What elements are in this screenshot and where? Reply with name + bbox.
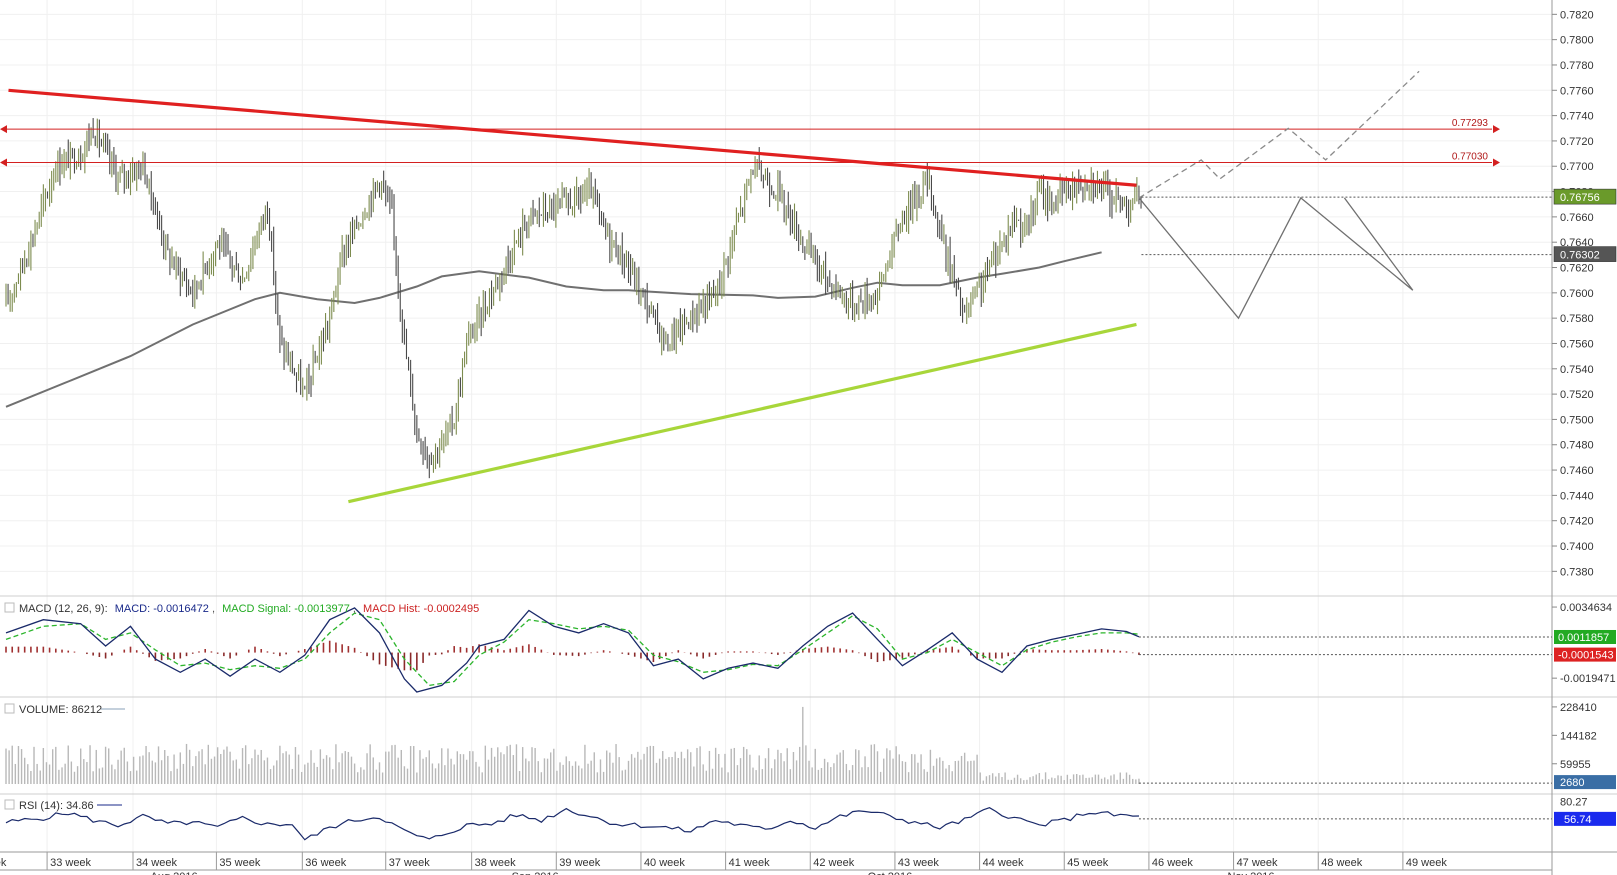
level-value-label: 0.77030 (1452, 151, 1489, 162)
last-price-badge (1553, 188, 1617, 205)
week-label: 48 week (1321, 857, 1362, 869)
week-label: 33 week (50, 857, 91, 869)
macd-tick-label: 0.0034634 (1560, 602, 1612, 614)
week-label: 44 week (983, 857, 1024, 869)
price-panel: 0.77293 0.77030 (0, 70, 1552, 504)
ma-value-badge-label: 0.76302 (1560, 250, 1600, 262)
week-label: 46 week (1152, 857, 1193, 869)
price-tick-label: 0.7580 (1560, 313, 1594, 325)
grid-lines (0, 0, 1552, 852)
macd-hist-legend: MACD Hist: -0.0002495 (363, 603, 479, 615)
level-arrow-left-icon (0, 158, 7, 167)
volume-badge (1554, 775, 1616, 790)
week-label: 35 week (219, 857, 260, 869)
price-tick-label: 0.7560 (1560, 338, 1594, 350)
macd-legend-value: MACD: -0.0016472 (115, 603, 209, 615)
price-tick-label: 0.7540 (1560, 364, 1594, 376)
resistance-trendline (8, 88, 1137, 187)
rsi-panel (5, 807, 1552, 841)
price-axis: 0.7820 0.7800 0.7780 0.7760 0.7740 0.7720 0.77… (1552, 9, 1617, 826)
projection-dashed-path (1138, 70, 1420, 199)
macd-panel (5, 607, 1552, 693)
week-label: 43 week (898, 857, 939, 869)
week-label: 45 week (1067, 857, 1108, 869)
ma-value-badge (1553, 246, 1617, 262)
week-label: 42 week (813, 857, 854, 869)
macd-line (5, 607, 1140, 693)
rsi-line (5, 807, 1140, 841)
volume-tick-label: 59955 (1560, 759, 1591, 771)
week-label: 32 week (0, 857, 7, 869)
macd-signal-legend: MACD Signal: -0.0013977 (222, 603, 350, 615)
price-tick-label: 0.7420 (1560, 516, 1594, 528)
price-tick-label: 0.7380 (1560, 566, 1594, 578)
price-tick-label: 0.7700 (1560, 161, 1594, 173)
price-tick-label: 0.7400 (1560, 541, 1594, 553)
month-label: Nov 2016 (1227, 871, 1274, 875)
volume-badge-label: 2680 (1560, 777, 1584, 789)
rsi-badge (1554, 811, 1616, 826)
price-tick-label: 0.7500 (1560, 414, 1594, 426)
month-label: Sep 2016 (512, 871, 559, 875)
price-tick-label: 0.7740 (1560, 111, 1594, 123)
price-tick-label: 0.7820 (1560, 9, 1594, 21)
support-trendline (348, 322, 1137, 504)
projection-solid-path (1138, 196, 1414, 320)
rsi-tick-label: 80.27 (1560, 796, 1588, 808)
macd-legend-title: MACD (12, 26, 9): (19, 603, 108, 615)
volume-collapse-icon[interactable] (4, 703, 15, 714)
price-tick-label: 0.7640 (1560, 237, 1594, 249)
price-tick-label: 0.7760 (1560, 85, 1594, 97)
macd-hist-badge (1554, 647, 1616, 662)
week-label: 41 week (729, 857, 770, 869)
price-tick-label: 0.7480 (1560, 440, 1594, 452)
volume-panel (5, 706, 1552, 784)
time-axis: 32 week 33 week 34 week 35 week 36 week 37 we… (0, 852, 1552, 875)
week-label: 38 week (475, 857, 516, 869)
macd-legend: MACD (12, 26, 9): MACD: -0.0016472 , MAC… (4, 602, 479, 615)
price-tick-label: 0.7440 (1560, 490, 1594, 502)
week-label: 49 week (1406, 857, 1447, 869)
rsi-legend-label: RSI (14): 34.86 (19, 800, 94, 812)
week-label: 34 week (136, 857, 177, 869)
week-label: 37 week (389, 857, 430, 869)
volume-legend-label: VOLUME: 86212 (19, 704, 102, 716)
level-arrow-right-icon (1493, 125, 1500, 134)
level-arrow-right-icon (1493, 158, 1500, 167)
svg-text:MACD (12, 26, 9): MACD:: MACD (12, 26, 9): MACD: -0.0016472 , MAC… (19, 603, 479, 615)
volume-legend: VOLUME: 86212 (4, 703, 125, 716)
week-label: 40 week (644, 857, 685, 869)
macd-signal-badge (1554, 629, 1616, 644)
rsi-badge-label: 56.74 (1564, 814, 1592, 826)
price-tick-label: 0.7620 (1560, 263, 1594, 275)
week-label: 47 week (1237, 857, 1278, 869)
price-tick-label: 0.7600 (1560, 288, 1594, 300)
macd-collapse-icon[interactable] (4, 602, 15, 613)
volume-tick-label: 144182 (1560, 730, 1597, 742)
price-tick-label: 0.7800 (1560, 35, 1594, 47)
price-tick-label: 0.7520 (1560, 389, 1594, 401)
price-tick-label: 0.7780 (1560, 60, 1594, 72)
week-label: 39 week (559, 857, 600, 869)
last-price-badge-label: 0.76756 (1560, 192, 1600, 204)
month-label: Oct 2016 (868, 871, 913, 875)
price-tick-label: 0.7720 (1560, 136, 1594, 148)
price-tick-label: 0.7660 (1560, 212, 1594, 224)
rsi-collapse-icon[interactable] (4, 799, 15, 810)
macd-tick-label: -0.0019471 (1560, 673, 1616, 685)
volume-tick-label: 228410 (1560, 702, 1597, 714)
price-tick-label: 0.7460 (1560, 465, 1594, 477)
level-value-label: 0.77293 (1452, 118, 1489, 129)
macd-hist-badge-label: -0.0001543 (1558, 650, 1614, 662)
week-label: 36 week (305, 857, 346, 869)
macd-signal-badge-label: 0.0011857 (1558, 632, 1609, 644)
level-arrow-left-icon (0, 125, 7, 134)
rsi-legend: RSI (14): 34.86 (4, 799, 122, 812)
month-label: Aug 2016 (151, 871, 198, 875)
